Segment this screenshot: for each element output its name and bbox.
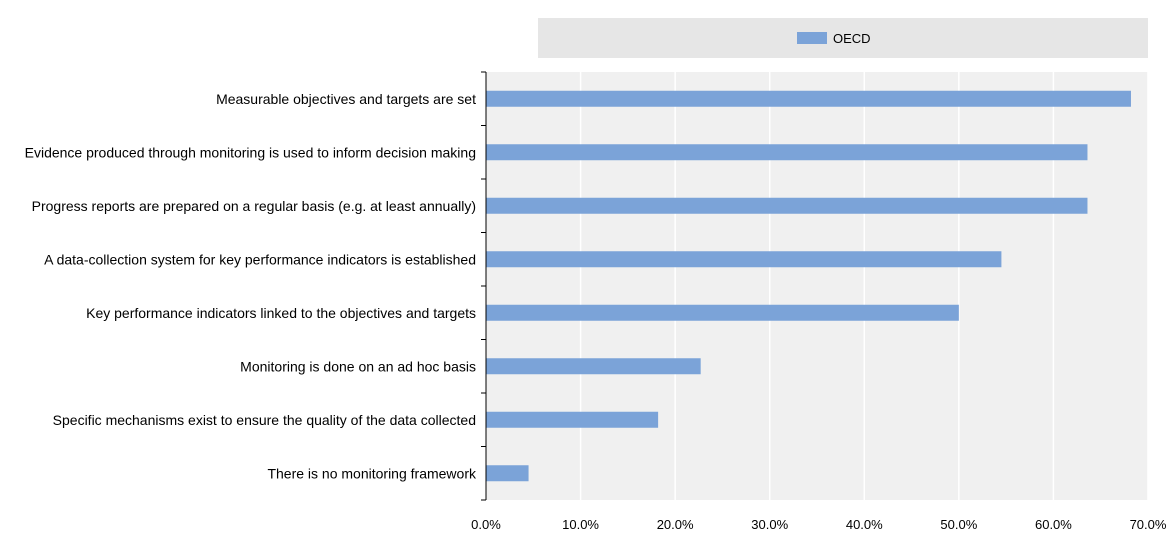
plot-area: [486, 72, 1148, 500]
bar: [486, 411, 659, 428]
category-label: There is no monitoring framework: [267, 465, 477, 481]
x-tick-labels: 0.0% 10.0% 20.0% 30.0% 40.0% 50.0% 60.0% 70.0%: [471, 517, 1167, 532]
x-tick-label: 30.0%: [751, 517, 788, 532]
x-tick-label: 70.0%: [1130, 517, 1167, 532]
x-tick-label: 50.0%: [940, 517, 977, 532]
category-label: Specific mechanisms exist to ensure the …: [53, 412, 476, 428]
legend-box: [538, 18, 1148, 58]
bar: [486, 144, 1088, 161]
bar: [486, 197, 1088, 214]
y-axis-ticks: [481, 71, 486, 501]
bar: [486, 251, 1002, 268]
category-label: Key performance indicators linked to the…: [86, 305, 476, 321]
bar: [486, 304, 959, 321]
category-label: A data-collection system for key perform…: [44, 251, 476, 267]
x-tick-label: 10.0%: [562, 517, 599, 532]
category-label: Measurable objectives and targets are se…: [216, 91, 476, 107]
x-tick-label: 0.0%: [471, 517, 501, 532]
category-labels: Measurable objectives and targets are se…: [25, 91, 477, 482]
gridlines: [579, 72, 1149, 500]
category-label: Monitoring is done on an ad hoc basis: [240, 358, 476, 374]
bars: [486, 90, 1131, 482]
x-tick-label: 60.0%: [1035, 517, 1072, 532]
category-label: Evidence produced through monitoring is …: [25, 144, 476, 160]
x-tick-label: 20.0%: [657, 517, 694, 532]
bar: [486, 90, 1131, 107]
x-tick-label: 40.0%: [846, 517, 883, 532]
category-label: Progress reports are prepared on a regul…: [32, 198, 476, 214]
bar: [486, 358, 701, 375]
legend-swatch: [797, 32, 827, 44]
legend-label: OECD: [833, 31, 871, 46]
bar: [486, 465, 529, 482]
